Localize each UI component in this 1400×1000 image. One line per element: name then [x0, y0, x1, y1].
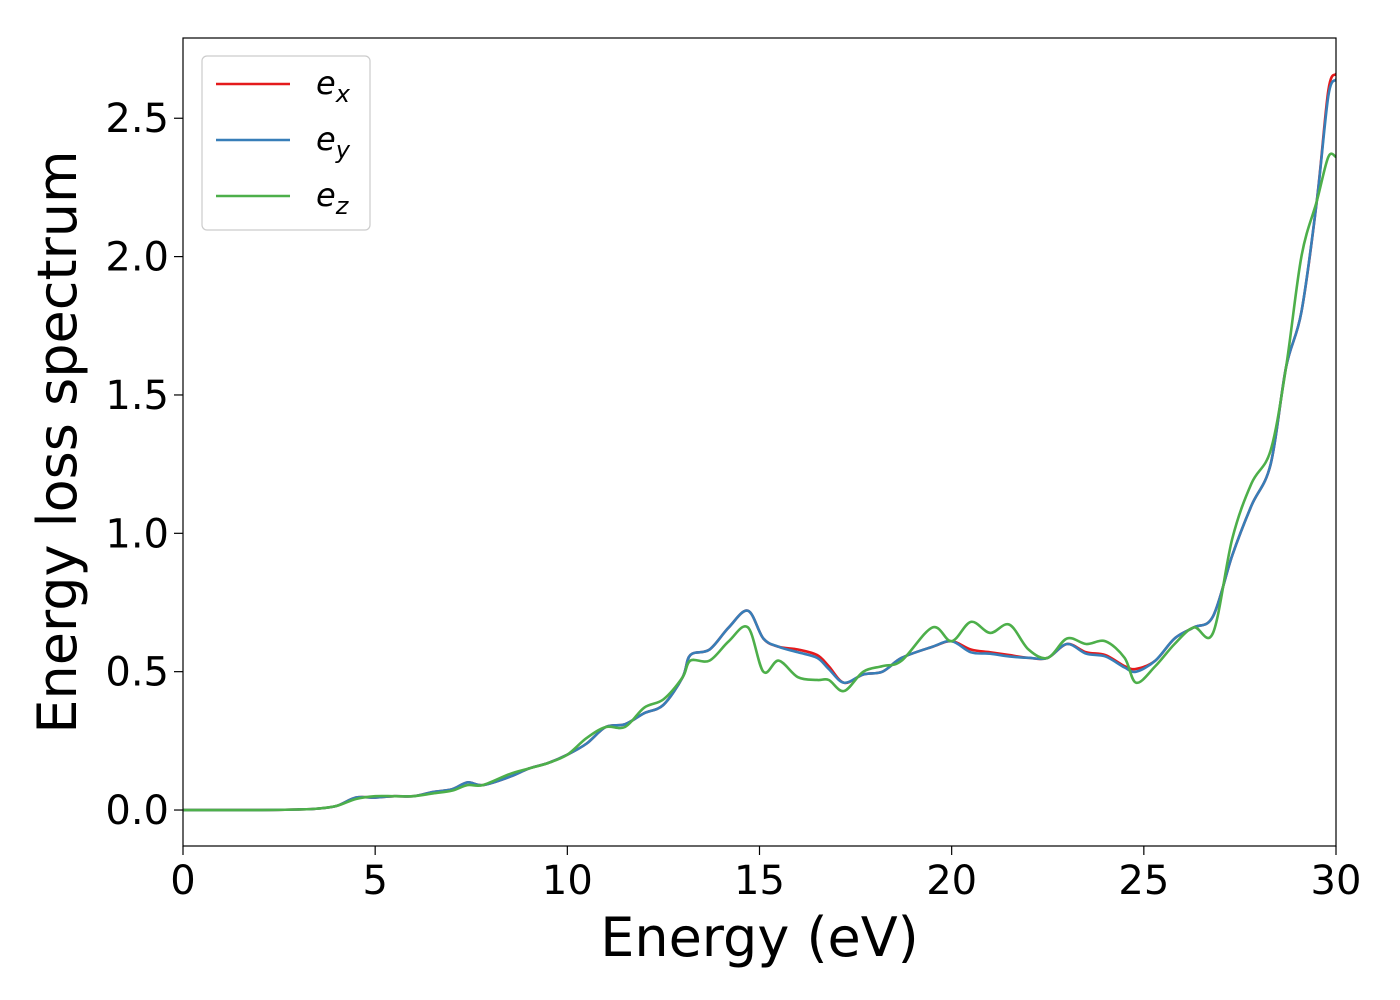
ticks-layer: 0 5 10 15 20 25 30 0.0 0.5 1.0 1.5 2.0 2.5: [105, 96, 1361, 904]
legend-label-x: ex: [316, 64, 351, 108]
x-axis-title: Energy (eV): [600, 906, 919, 969]
x-tick-label: 10: [542, 858, 593, 904]
legend-label-y: ey: [316, 120, 351, 164]
x-tick-label: 30: [1311, 858, 1362, 904]
y-tick-label: 2.5: [105, 96, 169, 142]
y-tick-label: 0.5: [105, 650, 169, 696]
x-tick-label: 0: [170, 858, 195, 904]
legend-label-z: ez: [316, 176, 350, 220]
y-tick-label: 1.0: [105, 511, 169, 557]
series-line-z: [183, 152, 1336, 812]
x-tick-label: 20: [926, 858, 977, 904]
y-tick-label: 1.5: [105, 373, 169, 419]
y-axis-title: Energy loss spectrum: [26, 150, 89, 733]
y-tick-label: 0.0: [105, 788, 169, 834]
legend-box: [201, 55, 371, 231]
legend: ex ey ez: [201, 55, 371, 231]
series-layer: [183, 72, 1336, 812]
x-tick-label: 5: [362, 858, 387, 904]
x-tick-label: 25: [1118, 858, 1169, 904]
x-tick-label: 15: [734, 858, 785, 904]
y-tick-label: 2.0: [105, 235, 169, 281]
